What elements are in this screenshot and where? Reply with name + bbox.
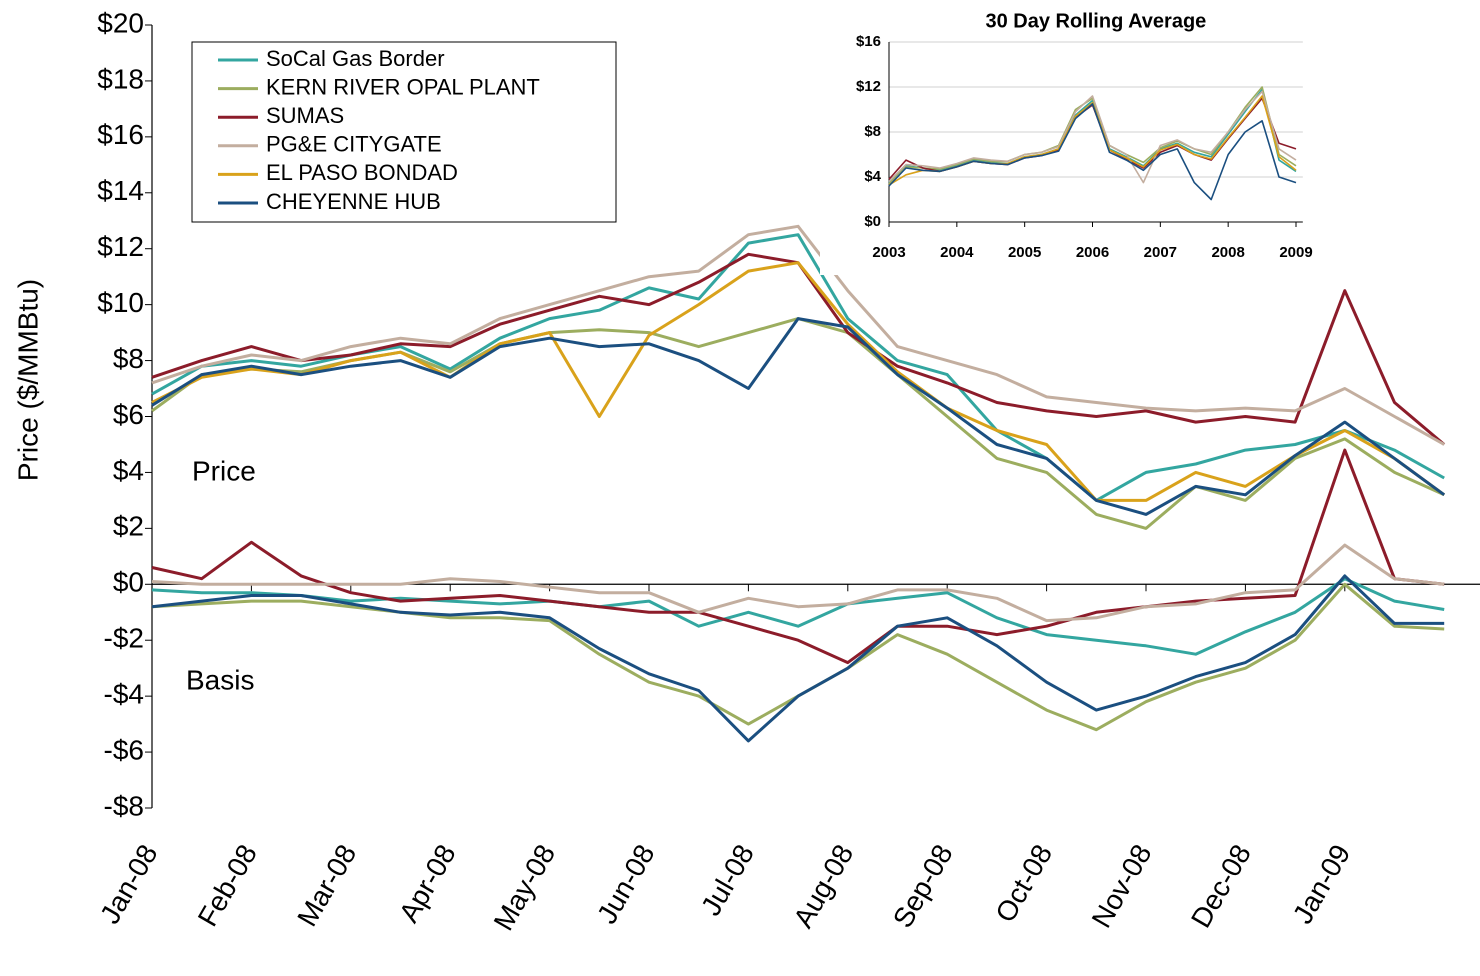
- x-tick-label: Jan-09: [1287, 839, 1357, 929]
- x-tick-label: May-08: [488, 839, 562, 935]
- y-tick-label: -$4: [104, 679, 144, 710]
- inset-background: [820, 0, 1320, 275]
- x-tick-label: Apr-08: [393, 839, 462, 927]
- y-tick-label: -$2: [104, 623, 144, 654]
- x-tick-label: 2004: [940, 244, 974, 261]
- y-tick-label: $8: [864, 123, 881, 140]
- series-line: [151, 543, 1445, 623]
- y-tick-label: $8: [113, 343, 144, 374]
- y-tick-label: $16: [97, 119, 144, 150]
- annotation: Price: [192, 455, 256, 486]
- x-tick-label: 2005: [1008, 244, 1041, 261]
- y-tick-label: $2: [113, 511, 144, 542]
- x-tick-label: 2006: [1076, 244, 1109, 261]
- series-line: [151, 577, 1445, 656]
- x-tick-label: Nov-08: [1086, 839, 1158, 933]
- series-line: [151, 448, 1445, 665]
- annotation: Basis: [186, 664, 254, 695]
- inset-title: 30 Day Rolling Average: [985, 10, 1206, 32]
- x-tick-label: Jun-08: [591, 839, 661, 929]
- y-tick-label: $18: [97, 63, 144, 94]
- series-line: [888, 103, 1297, 201]
- legend-label: CHEYENNE HUB: [266, 189, 441, 214]
- y-axis-label: Price ($/MMBtu): [12, 279, 43, 481]
- series-line: [151, 574, 1445, 743]
- legend-box: [191, 41, 617, 223]
- y-tick-label: $16: [856, 33, 881, 50]
- x-tick-label: Jul-08: [695, 839, 760, 921]
- x-tick-label: Sep-08: [887, 839, 959, 933]
- x-tick-label: Jan-08: [94, 839, 164, 929]
- y-tick-label: $6: [113, 399, 144, 430]
- legend-label: KERN RIVER OPAL PLANT: [266, 74, 540, 99]
- x-tick-label: Mar-08: [291, 839, 362, 931]
- legend-label: EL PASO BONDAD: [266, 160, 458, 185]
- series-line: [151, 317, 1445, 530]
- y-tick-label: $0: [113, 567, 144, 598]
- x-tick-label: 2009: [1279, 244, 1312, 261]
- y-tick-label: $12: [856, 78, 881, 95]
- y-tick-label: $0: [864, 213, 881, 230]
- x-tick-label: 2007: [1144, 244, 1177, 261]
- legend-label: SoCal Gas Border: [266, 46, 445, 71]
- y-tick-label: -$8: [104, 790, 144, 821]
- x-tick-label: 2003: [872, 244, 905, 261]
- y-tick-label: $4: [113, 455, 144, 486]
- x-tick-label: Feb-08: [192, 839, 263, 931]
- x-tick-label: Dec-08: [1185, 839, 1257, 933]
- legend-label: PG&E CITYGATE: [266, 132, 442, 157]
- y-tick-label: -$6: [104, 734, 144, 765]
- x-tick-label: 2008: [1211, 244, 1244, 261]
- inset: 30 Day Rolling Average $0 $4 $8 $12 $16 2003 20…: [820, 0, 1320, 275]
- x-tick-label: Oct-08: [989, 839, 1058, 927]
- series-line: [888, 90, 1297, 184]
- series-line: [151, 261, 1446, 502]
- series-line: [151, 224, 1445, 446]
- y-tick-label: $4: [864, 168, 881, 185]
- legend-label: SUMAS: [266, 103, 344, 128]
- y-tick-label: $20: [97, 7, 144, 38]
- y-tick-label: $12: [97, 231, 144, 262]
- series-line: [151, 317, 1446, 516]
- y-tick-label: $10: [97, 287, 144, 318]
- y-tick-label: $14: [97, 175, 144, 206]
- x-tick-label: Aug-08: [787, 839, 859, 933]
